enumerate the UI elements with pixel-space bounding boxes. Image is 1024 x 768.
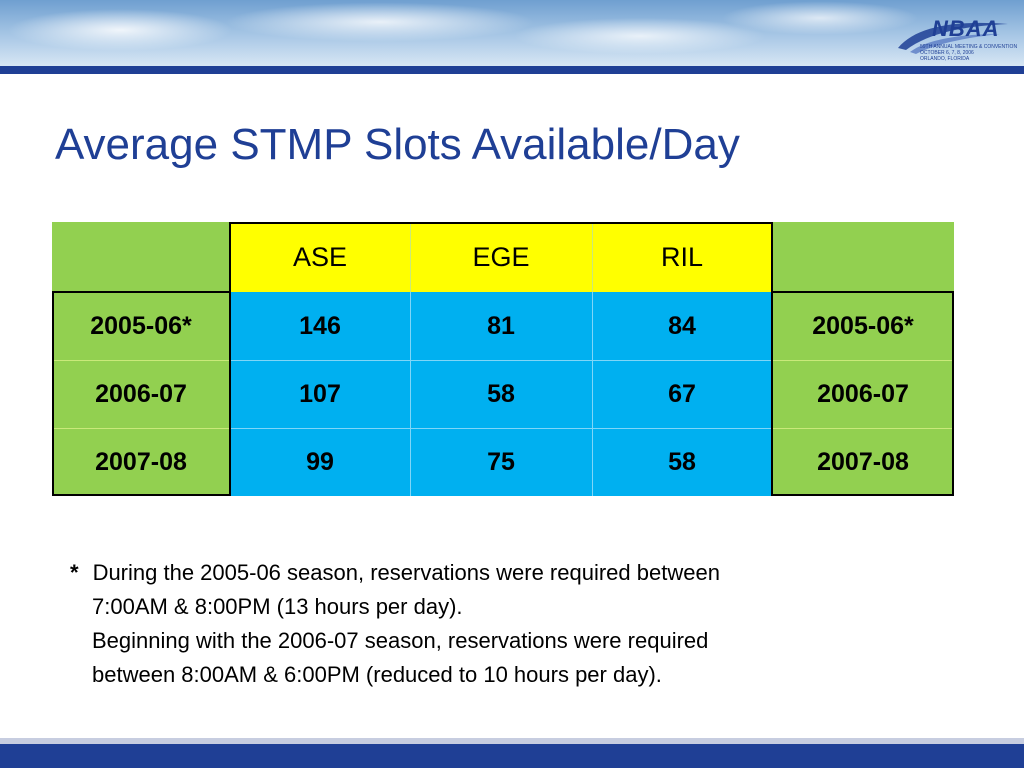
table-border	[771, 494, 954, 496]
table-border	[230, 222, 772, 224]
table-border	[52, 291, 54, 496]
cell-divider	[772, 428, 954, 429]
slide-title: Average STMP Slots Available/Day	[55, 120, 740, 169]
footnote: * During the 2005-06 season, reservations…	[70, 556, 720, 692]
column-header-ase: ASE	[230, 222, 410, 292]
cell-divider	[410, 292, 411, 496]
row-label-right: 2005-06*	[772, 292, 954, 360]
table-border	[52, 494, 231, 496]
cell-divider	[772, 360, 954, 361]
logo-subline-3: ORLANDO, FLORIDA	[920, 56, 970, 62]
table-cell: 99	[230, 428, 410, 496]
footnote-line-2: 7:00AM & 8:00PM (13 hours per day).	[92, 594, 463, 619]
logo-subline-1: 59TH ANNUAL MEETING & CONVENTION	[920, 44, 1018, 50]
swoosh-icon	[898, 22, 1008, 54]
footer-rule-light	[0, 738, 1024, 744]
cell-divider	[52, 360, 230, 361]
table-header-blank-right	[772, 222, 954, 292]
nbaa-logo: NBAA 59TH ANNUAL MEETING & CONVENTION OC…	[896, 10, 1017, 64]
table-cell: 67	[592, 360, 772, 428]
table-cell: 75	[410, 428, 592, 496]
cell-divider	[230, 428, 772, 429]
table-header-blank-left	[52, 222, 230, 292]
table-cell: 146	[230, 292, 410, 360]
footnote-text-1: During the 2005-06 season, reservations …	[92, 560, 720, 585]
row-label-right: 2007-08	[772, 428, 954, 496]
footnote-marker: *	[70, 560, 79, 585]
column-header-ril: RIL	[592, 222, 772, 292]
logo-subline: 59TH ANNUAL MEETING & CONVENTION OCTOBER…	[920, 44, 1017, 62]
table-border	[52, 291, 231, 293]
footnote-line-4: between 8:00AM & 6:00PM (reduced to 10 h…	[92, 662, 662, 687]
table-cell: 107	[230, 360, 410, 428]
table-border	[771, 291, 954, 293]
row-label-left: 2006-07	[52, 360, 230, 428]
table-border	[229, 222, 231, 496]
footnote-line-1: * During the 2005-06 season, reservations…	[70, 556, 720, 590]
slots-table: ASE EGE RIL 2005-06* 146 81 84 2005-06* …	[52, 222, 954, 496]
cell-divider	[592, 222, 593, 292]
table-cell: 84	[592, 292, 772, 360]
column-header-ege: EGE	[410, 222, 592, 292]
cell-divider	[52, 428, 230, 429]
sky-banner	[0, 0, 1024, 66]
cell-divider	[410, 222, 411, 292]
row-label-right: 2006-07	[772, 360, 954, 428]
cell-divider	[592, 292, 593, 496]
footnote-line-3: Beginning with the 2006-07 season, reser…	[92, 628, 709, 653]
row-label-left: 2005-06*	[52, 292, 230, 360]
table-cell: 58	[592, 428, 772, 496]
logo-subline-2: OCTOBER 6, 7, 8, 2006	[920, 50, 974, 56]
row-label-left: 2007-08	[52, 428, 230, 496]
cell-divider	[230, 360, 772, 361]
table-border	[952, 291, 954, 496]
table-cell: 58	[410, 360, 592, 428]
logo-wordmark: NBAA	[932, 16, 1000, 41]
footer-rule-dark	[0, 744, 1024, 768]
table-cell: 81	[410, 292, 592, 360]
banner-rule	[0, 66, 1024, 74]
table-border	[771, 222, 773, 496]
